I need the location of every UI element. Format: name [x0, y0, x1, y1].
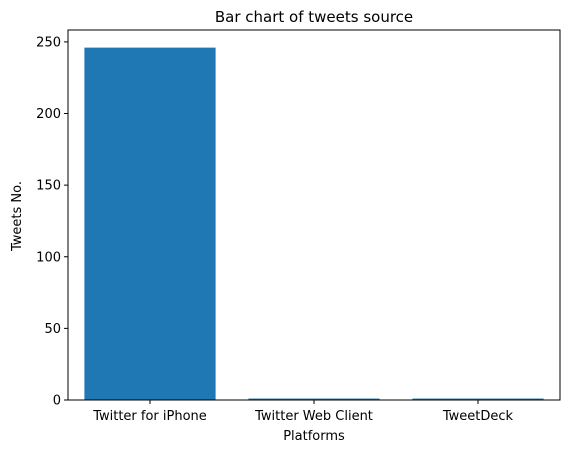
x-tick-label: TweetDeck	[442, 409, 514, 424]
y-axis-ticks: 0 50 100 150 200 250	[36, 35, 68, 408]
y-tick-label: 100	[36, 250, 61, 265]
x-tick-label: Twitter Web Client	[254, 409, 373, 424]
y-tick-label: 200	[36, 107, 61, 122]
y-tick-label: 150	[36, 179, 61, 194]
y-tick-label: 50	[44, 322, 61, 337]
chart-title: Bar chart of tweets source	[215, 8, 413, 26]
y-axis-label: Tweets No.	[10, 181, 25, 252]
y-tick-label: 0	[53, 394, 61, 409]
y-tick-label: 250	[36, 35, 61, 50]
bars-group	[84, 48, 543, 400]
x-axis-ticks: Twitter for iPhone Twitter Web Client Twee…	[92, 400, 513, 424]
x-axis-label: Platforms	[283, 429, 345, 444]
x-tick-label: Twitter for iPhone	[92, 409, 207, 424]
bar-0	[84, 48, 215, 400]
